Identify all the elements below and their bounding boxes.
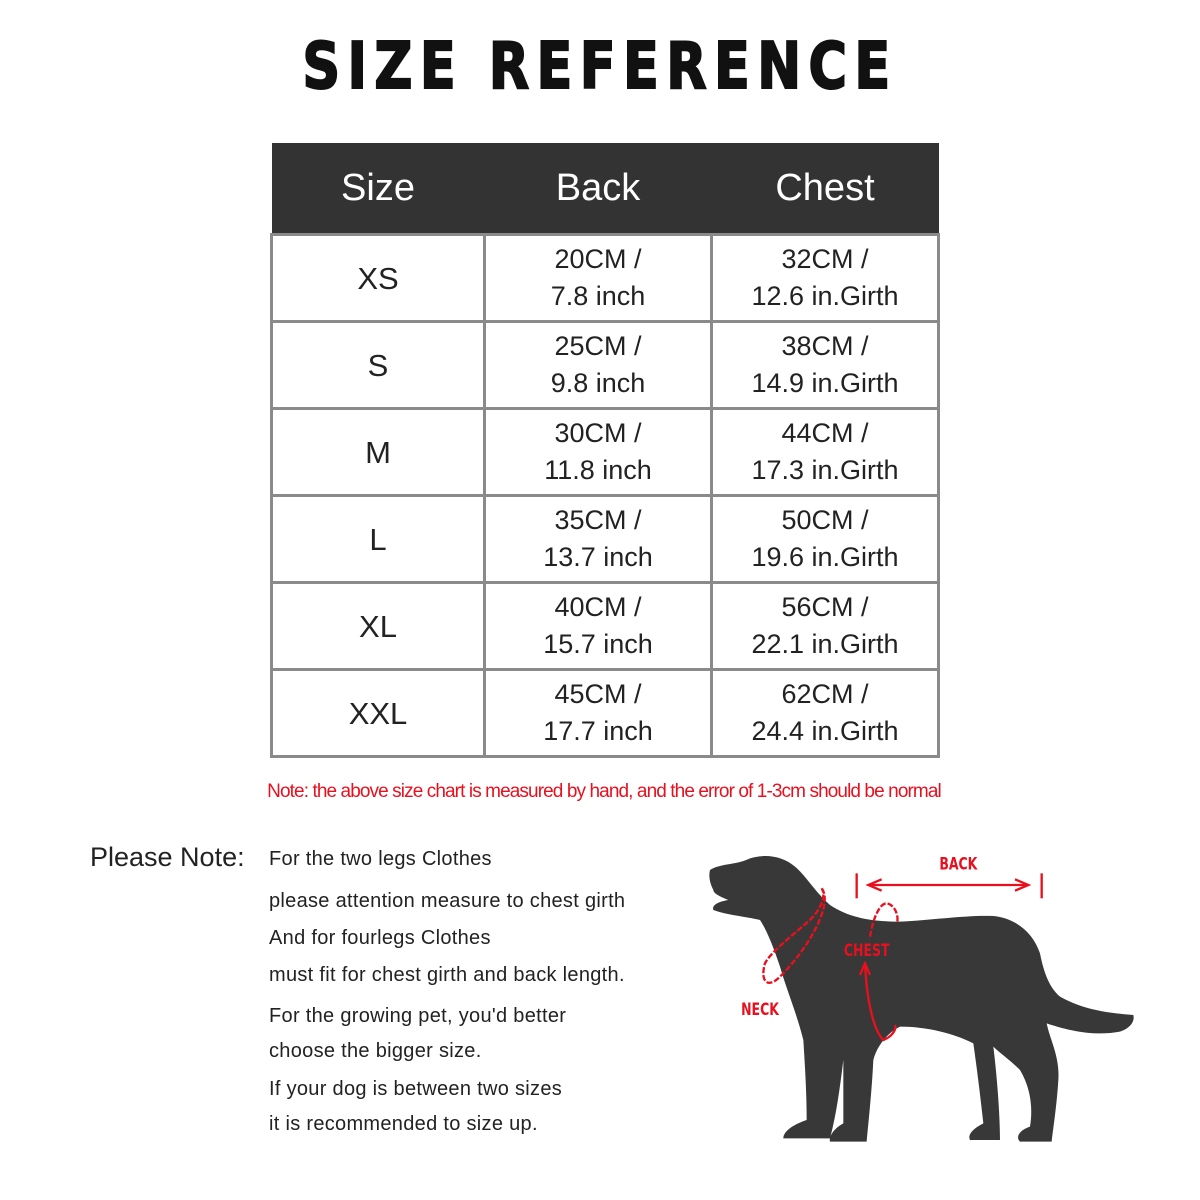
back-cell: 40CM / 15.7 inch xyxy=(483,581,713,671)
chest-cell: 32CM / 12.6 in.Girth xyxy=(710,233,940,323)
back-cell: 20CM / 7.8 inch xyxy=(483,233,713,323)
note-line: please attention measure to chest girth xyxy=(269,890,626,912)
table-row: XS 20CM / 7.8 inch 32CM / 12.6 in.Girth xyxy=(270,233,940,323)
chest-inch: 14.9 in.Girth xyxy=(751,368,899,398)
chest-line xyxy=(863,963,897,1042)
chest-inch: 24.4 in.Girth xyxy=(751,716,899,746)
note-line: If your dog is between two sizes xyxy=(269,1078,563,1100)
note-line: choose the bigger size. xyxy=(269,1040,482,1062)
back-cm: 40CM / xyxy=(554,592,642,622)
size-cell: XS xyxy=(270,233,486,323)
back-cell: 30CM / 11.8 inch xyxy=(483,407,713,497)
back-cm: 25CM / xyxy=(554,331,642,361)
chest-cm: 44CM / xyxy=(781,418,869,448)
back-cm: 45CM / xyxy=(554,679,642,709)
measurement-disclaimer: Note: the above size chart is measured b… xyxy=(267,781,942,802)
chest-cell: 38CM / 14.9 in.Girth xyxy=(710,320,940,410)
back-inch: 17.7 inch xyxy=(543,716,653,746)
chest-cell: 62CM / 24.4 in.Girth xyxy=(710,668,940,758)
chest-cm: 56CM / xyxy=(781,592,869,622)
size-cell: M xyxy=(270,407,486,497)
note-line: For the growing pet, you'd better xyxy=(269,1005,567,1027)
note-line: For the two legs Clothes xyxy=(269,848,492,870)
chest-arrow-head xyxy=(858,960,872,976)
please-note-heading: Please Note: xyxy=(90,842,245,872)
table-row: L 35CM / 13.7 inch 50CM / 19.6 in.Girth xyxy=(270,494,940,584)
back-arrow-heads xyxy=(865,878,1032,892)
back-cm: 20CM / xyxy=(554,244,642,274)
size-cell: L xyxy=(270,494,486,584)
neck-loop xyxy=(762,887,826,984)
chest-inch: 17.3 in.Girth xyxy=(751,455,899,485)
chest-cm: 62CM / xyxy=(781,679,869,709)
back-cm: 30CM / xyxy=(554,418,642,448)
note-line: it is recommended to size up. xyxy=(269,1113,538,1135)
chest-inch: 12.6 in.Girth xyxy=(751,281,899,311)
size-table: Size Back Chest XS 20CM / 7.8 inch 32CM / 12… xyxy=(270,143,940,758)
note-line: And for fourlegs Clothes xyxy=(269,927,491,949)
table-row: M 30CM / 11.8 inch 44CM / 17.3 in.Girth xyxy=(270,407,940,497)
measure-markers xyxy=(762,873,1043,1042)
back-cm: 35CM / xyxy=(554,505,642,535)
dog-measurement-diagram: BACK CHEST NECK xyxy=(709,855,1134,1142)
note-line: must fit for chest girth and back length… xyxy=(269,964,625,986)
back-inch: 7.8 inch xyxy=(550,281,646,311)
header-size: Size xyxy=(271,143,485,235)
table-header: Size Back Chest xyxy=(271,143,939,235)
back-inch: 9.8 inch xyxy=(550,368,646,398)
table-row: XXL 45CM / 17.7 inch 62CM / 24.4 in.Girth xyxy=(270,668,940,758)
back-inch: 15.7 inch xyxy=(543,629,653,659)
table-row: XL 40CM / 15.7 inch 56CM / 22.1 in.Girth xyxy=(270,581,940,671)
chest-cm: 32CM / xyxy=(781,244,869,274)
chest-cm: 38CM / xyxy=(781,331,869,361)
back-cell: 25CM / 9.8 inch xyxy=(483,320,713,410)
chest-inch: 19.6 in.Girth xyxy=(751,542,899,572)
chest-cell: 44CM / 17.3 in.Girth xyxy=(710,407,940,497)
back-cell: 45CM / 17.7 inch xyxy=(483,668,713,758)
size-cell: S xyxy=(270,320,486,410)
chest-cell: 56CM / 22.1 in.Girth xyxy=(710,581,940,671)
table-row: S 25CM / 9.8 inch 38CM / 14.9 in.Girth xyxy=(270,320,940,410)
header-back: Back xyxy=(484,143,712,235)
size-cell: XXL xyxy=(270,668,486,758)
chest-inch: 22.1 in.Girth xyxy=(751,629,899,659)
back-inch: 11.8 inch xyxy=(544,455,652,485)
chest-cell: 50CM / 19.6 in.Girth xyxy=(710,494,940,584)
neck-label: NECK xyxy=(741,1000,779,1019)
page-title: SIZE REFERENCE xyxy=(302,29,898,105)
back-inch: 13.7 inch xyxy=(543,542,653,572)
back-cell: 35CM / 13.7 inch xyxy=(483,494,713,584)
dog-silhouette xyxy=(709,856,1134,1142)
size-cell: XL xyxy=(270,581,486,671)
chest-cm: 50CM / xyxy=(781,505,869,535)
back-label: BACK xyxy=(939,855,978,874)
header-chest: Chest xyxy=(711,143,939,235)
chest-label: CHEST xyxy=(844,941,890,960)
